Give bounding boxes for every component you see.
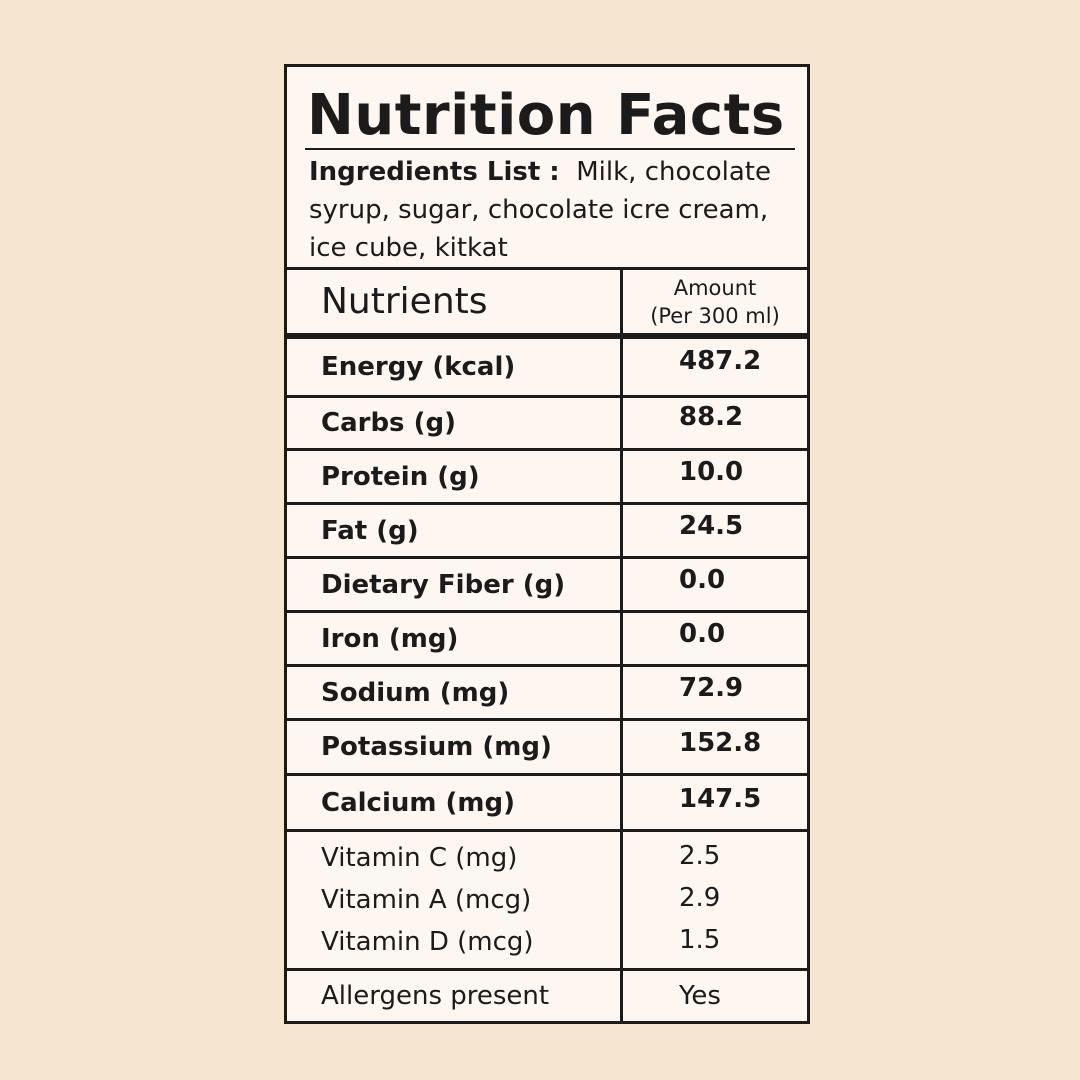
column-divider xyxy=(620,267,623,1021)
row-divider xyxy=(287,448,807,451)
nutrient-name-fat: Fat (g) xyxy=(321,515,419,546)
vitamin-value-a: 2.9 xyxy=(679,883,721,913)
nutrient-value-protein: 10.0 xyxy=(679,456,744,487)
row-divider xyxy=(287,333,807,336)
nutrients-header-label: Nutrients xyxy=(321,281,488,322)
nutrients-header: Nutrients xyxy=(321,270,611,333)
nutrition-label: Nutrition Facts Ingredients List : Milk,… xyxy=(284,64,810,1024)
vitamin-names: Vitamin C (mg) Vitamin A (mcg) Vitamin D… xyxy=(321,832,611,968)
row-divider xyxy=(287,267,807,270)
row-divider xyxy=(287,773,807,776)
row-divider xyxy=(287,556,807,559)
nutrient-name-sodium: Sodium (mg) xyxy=(321,677,510,708)
nutrient-value-carbs: 88.2 xyxy=(679,402,744,432)
nutrient-value-fiber: 0.0 xyxy=(679,564,726,595)
allergens-value: Yes xyxy=(679,981,721,1011)
row-divider xyxy=(287,395,807,398)
nutrient-name-carbs: Carbs (g) xyxy=(321,408,456,438)
nutrient-name-calcium: Calcium (mg) xyxy=(321,787,515,818)
row-divider xyxy=(287,664,807,667)
vitamin-name-a: Vitamin A (mcg) xyxy=(321,885,532,915)
nutrient-name-energy: Energy (kcal) xyxy=(321,352,516,382)
nutrient-name-protein: Protein (g) xyxy=(321,461,480,492)
nutrient-name-iron: Iron (mg) xyxy=(321,623,459,654)
row-divider xyxy=(287,610,807,613)
allergens-label: Allergens present xyxy=(321,981,550,1011)
row-divider xyxy=(287,718,807,721)
row-divider xyxy=(287,336,807,339)
nutrient-name-potassium: Potassium (mg) xyxy=(321,732,552,762)
vitamin-values: 2.5 2.9 1.5 xyxy=(623,830,807,966)
nutrient-value-iron: 0.0 xyxy=(679,618,726,649)
ingredients-text: Milk, chocolate syrup, sugar, chocolate … xyxy=(309,157,771,263)
vitamin-name-d: Vitamin D (mcg) xyxy=(321,927,534,957)
vitamin-name-c: Vitamin C (mg) xyxy=(321,843,518,873)
title-underline xyxy=(305,148,795,150)
nutrient-value-potassium: 152.8 xyxy=(679,728,762,758)
label-title: Nutrition Facts xyxy=(307,83,785,148)
nutrient-value-sodium: 72.9 xyxy=(679,672,744,703)
nutrient-value-energy: 487.2 xyxy=(679,346,762,376)
ingredients-list: Ingredients List : Milk, chocolate syrup… xyxy=(309,153,793,267)
nutrient-name-fiber: Dietary Fiber (g) xyxy=(321,569,566,600)
row-divider xyxy=(287,502,807,505)
amount-header-label: Amount xyxy=(673,275,757,300)
nutrient-value-fat: 24.5 xyxy=(679,510,744,541)
amount-header: Amount (Per 300 ml) xyxy=(623,270,807,333)
row-divider xyxy=(287,968,807,971)
vitamin-value-c: 2.5 xyxy=(679,841,721,871)
nutrient-value-calcium: 147.5 xyxy=(679,783,762,814)
ingredients-label: Ingredients List : xyxy=(309,157,560,187)
amount-header-basis: (Per 300 ml) xyxy=(650,303,780,328)
vitamin-value-d: 1.5 xyxy=(679,925,721,955)
row-divider xyxy=(287,829,807,832)
